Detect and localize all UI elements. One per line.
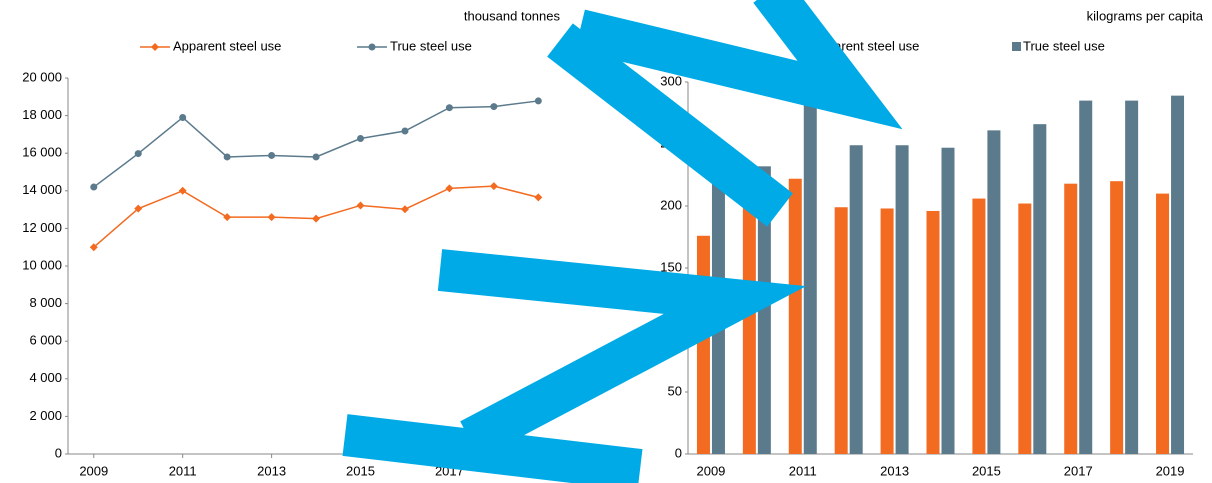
x-tick-label: 2013 <box>880 463 909 478</box>
bar <box>941 147 955 454</box>
watermark <box>342 0 903 483</box>
data-point <box>401 127 409 135</box>
bar <box>972 198 986 454</box>
data-point <box>490 103 498 111</box>
y-tick-label: 4 000 <box>29 370 62 385</box>
data-point <box>178 186 187 195</box>
y-tick-label: 12 000 <box>22 220 62 235</box>
x-tick-label: 2013 <box>257 463 286 478</box>
data-point <box>489 182 498 191</box>
bar <box>849 145 863 455</box>
y-tick-label: 20 000 <box>22 69 62 84</box>
bar <box>1079 100 1093 454</box>
bar <box>696 235 710 454</box>
data-point <box>89 243 98 252</box>
y-tick-label: 10 000 <box>22 257 62 272</box>
x-tick-label: 2011 <box>169 463 197 478</box>
bar <box>803 101 817 454</box>
y-tick-label: 50 <box>668 383 682 398</box>
y-tick-label: 14 000 <box>22 182 62 197</box>
legend-marker <box>151 43 159 51</box>
y-tick-label: 18 000 <box>22 107 62 122</box>
y-tick-label: 2 000 <box>29 408 62 423</box>
data-point <box>223 153 231 161</box>
x-tick-label: 2015 <box>972 463 1001 478</box>
bar <box>757 166 771 454</box>
legend-swatch <box>1012 42 1021 51</box>
bar <box>834 207 848 454</box>
y-tick-label: 0 <box>675 445 682 460</box>
y-tick-label: 8 000 <box>29 295 62 310</box>
bar <box>1064 183 1078 454</box>
data-point <box>134 150 142 158</box>
bar <box>895 145 909 455</box>
watermark-stroke <box>547 23 793 227</box>
data-point <box>134 204 143 213</box>
data-point <box>400 205 409 214</box>
legend-label: True steel use <box>1023 38 1105 53</box>
x-tick-label: 2009 <box>696 463 725 478</box>
data-point <box>268 151 276 159</box>
data-point <box>312 153 320 161</box>
data-point <box>357 135 365 143</box>
y-tick-label: 6 000 <box>29 333 62 348</box>
bar <box>987 130 1001 455</box>
data-point <box>534 97 542 105</box>
bar <box>742 196 756 454</box>
watermark-stroke <box>437 249 807 459</box>
bar <box>1018 203 1032 454</box>
legend-marker <box>368 43 376 51</box>
unit-label: kilograms per capita <box>1087 8 1204 23</box>
data-point <box>445 184 454 193</box>
watermark-stroke <box>342 414 643 483</box>
bar <box>880 208 894 454</box>
data-point <box>90 183 98 191</box>
bar <box>1125 100 1139 454</box>
watermark-stroke <box>575 0 903 130</box>
data-point <box>267 213 276 222</box>
series-line <box>93 100 539 188</box>
y-tick-label: 300 <box>660 73 682 88</box>
bar <box>1171 95 1185 454</box>
x-tick-label: 2009 <box>79 463 108 478</box>
x-tick-label: 2011 <box>789 463 817 478</box>
data-point <box>179 113 187 121</box>
data-point <box>312 214 321 223</box>
x-tick-label: 2019 <box>1156 463 1185 478</box>
line-chart: thousand tonnes 0 2 000 4 000 6 000 8 000 10 … <box>22 8 565 478</box>
legend-label: True steel use <box>390 38 472 53</box>
x-tick-label: 2017 <box>1064 463 1093 478</box>
y-tick-label: 16 000 <box>22 145 62 160</box>
data-point <box>223 213 232 222</box>
data-point <box>445 104 453 112</box>
data-point <box>356 201 365 210</box>
bar <box>1156 193 1170 454</box>
y-tick-label: 200 <box>660 197 682 212</box>
legend-label: Apparent steel use <box>173 38 281 53</box>
bar-chart: kilograms per capita 0501001502002503002… <box>660 8 1203 478</box>
y-tick-label: 150 <box>660 259 682 274</box>
x-tick-label: 2015 <box>346 463 375 478</box>
bar <box>926 210 940 454</box>
data-point <box>534 193 543 202</box>
unit-label: thousand tonnes <box>464 8 561 23</box>
bar <box>1033 124 1047 454</box>
bar <box>788 178 802 454</box>
bar <box>1110 181 1124 454</box>
y-tick-label: 0 <box>55 445 62 460</box>
